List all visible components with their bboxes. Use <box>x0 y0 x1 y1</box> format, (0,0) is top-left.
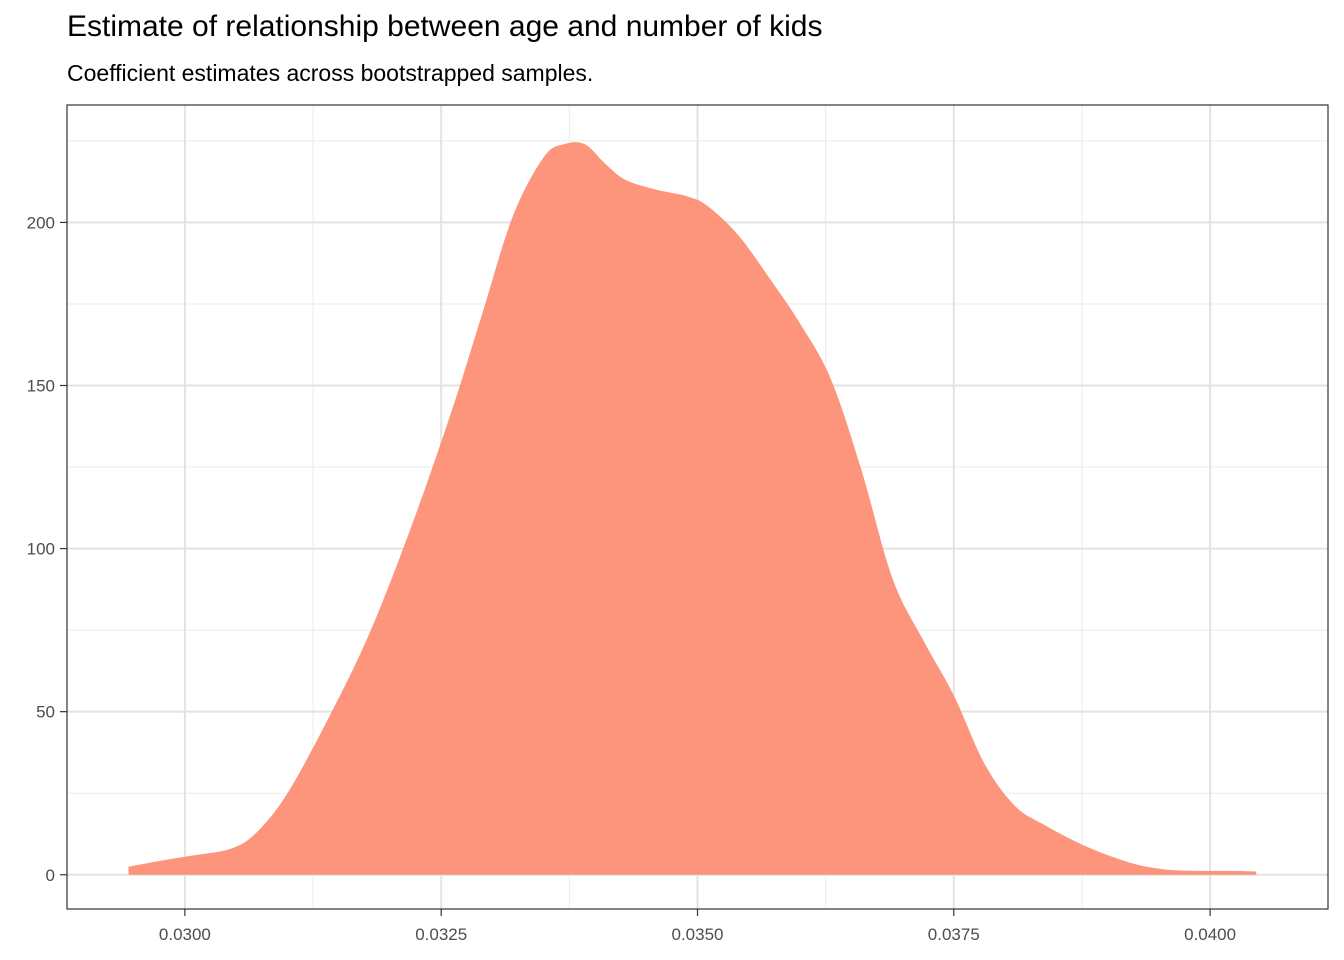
chart-title: Estimate of relationship between age and… <box>67 10 823 43</box>
x-tick-label: 0.0375 <box>928 925 980 944</box>
y-axis: 0 50 100 150 200 <box>27 213 67 885</box>
y-tick-label: 150 <box>27 377 55 396</box>
density-area-layer <box>128 142 1257 875</box>
y-tick-label: 200 <box>27 213 55 232</box>
y-tick-label: 0 <box>46 866 55 885</box>
y-tick-label: 50 <box>36 703 55 722</box>
x-tick-label: 0.0300 <box>159 925 211 944</box>
x-tick-label: 0.0350 <box>672 925 724 944</box>
x-tick-label: 0.0325 <box>415 925 467 944</box>
y-tick-label: 100 <box>27 540 55 559</box>
x-axis: 0.0300 0.0325 0.0350 0.0375 0.0400 <box>159 909 1236 944</box>
x-tick-label: 0.0400 <box>1184 925 1236 944</box>
density-area <box>128 142 1257 875</box>
chart-subtitle: Coefficient estimates across bootstrappe… <box>67 60 594 86</box>
